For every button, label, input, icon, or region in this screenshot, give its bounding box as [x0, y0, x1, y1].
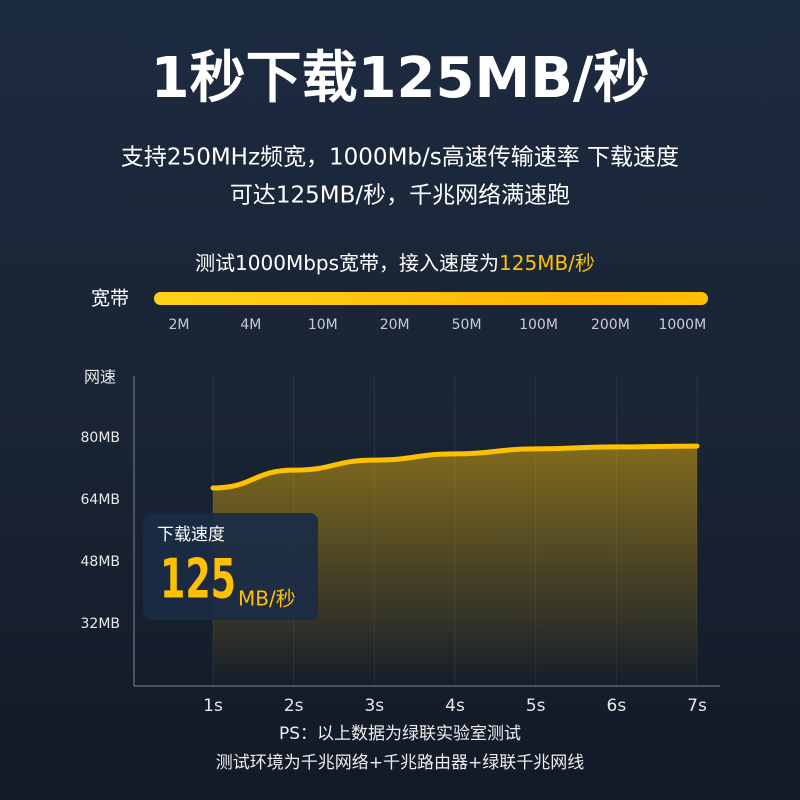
badge-label: 下载速度: [157, 525, 225, 545]
note: PS：以上数据为绿联实验室测试: [279, 724, 521, 744]
y-tick-label: 32MB: [81, 616, 121, 632]
caption-highlight: 125MB/秒: [499, 251, 595, 275]
scale-label: 1000M: [658, 317, 706, 333]
x-tick-label: 4s: [445, 696, 465, 716]
bandwidth-label: 宽带: [91, 288, 129, 310]
y-tick-label: 80MB: [81, 430, 121, 446]
title: 1秒下载125MB/秒: [151, 46, 650, 111]
scale-label: 2M: [169, 317, 190, 333]
x-tick-label: 7s: [687, 696, 707, 716]
scale-label: 10M: [308, 317, 338, 333]
badge-unit: MB/秒: [238, 587, 296, 611]
line: [210, 443, 700, 491]
x-tick-label: 5s: [526, 696, 546, 716]
bandwidth-bar: [154, 292, 708, 305]
plot: 80MB 64MB 48MB 32MB 1s 2s 3s 4s 5s 6s 7s: [81, 376, 707, 716]
subtitle: 支持250MHz频宽，1000Mb/s高速传输速率 下载速度: [121, 145, 679, 171]
x-tick-label: 1s: [203, 696, 223, 716]
x-tick-label: 2s: [284, 696, 304, 716]
bandwidth-scale: 2M 4M 10M 20M 50M 100M 200M 1000M: [169, 317, 707, 333]
y-tick-label: 64MB: [81, 492, 121, 508]
x-tick-label: 3s: [364, 696, 384, 716]
x-tick-label: 6s: [607, 696, 627, 716]
scale-label: 200M: [591, 317, 630, 333]
caption: 测试1000Mbps宽带，接入速度为: [195, 251, 499, 275]
badge-number: 125: [160, 548, 236, 611]
scale-label: 4M: [240, 317, 261, 333]
subtitle: 可达125MB/秒，千兆网络满速跑: [230, 183, 570, 209]
scale-label: 100M: [519, 317, 558, 333]
y-axis-label: 网速: [84, 368, 116, 387]
bandwidth-caption: 测试1000Mbps宽带，接入速度为125MB/秒: [195, 251, 595, 275]
note: 测试环境为千兆网络+千兆路由器+绿联千兆网线: [216, 753, 585, 773]
y-tick-label: 48MB: [81, 554, 121, 570]
scale-label: 50M: [452, 317, 482, 333]
scale-label: 20M: [380, 317, 410, 333]
area: [213, 446, 698, 686]
badge: [143, 513, 318, 620]
